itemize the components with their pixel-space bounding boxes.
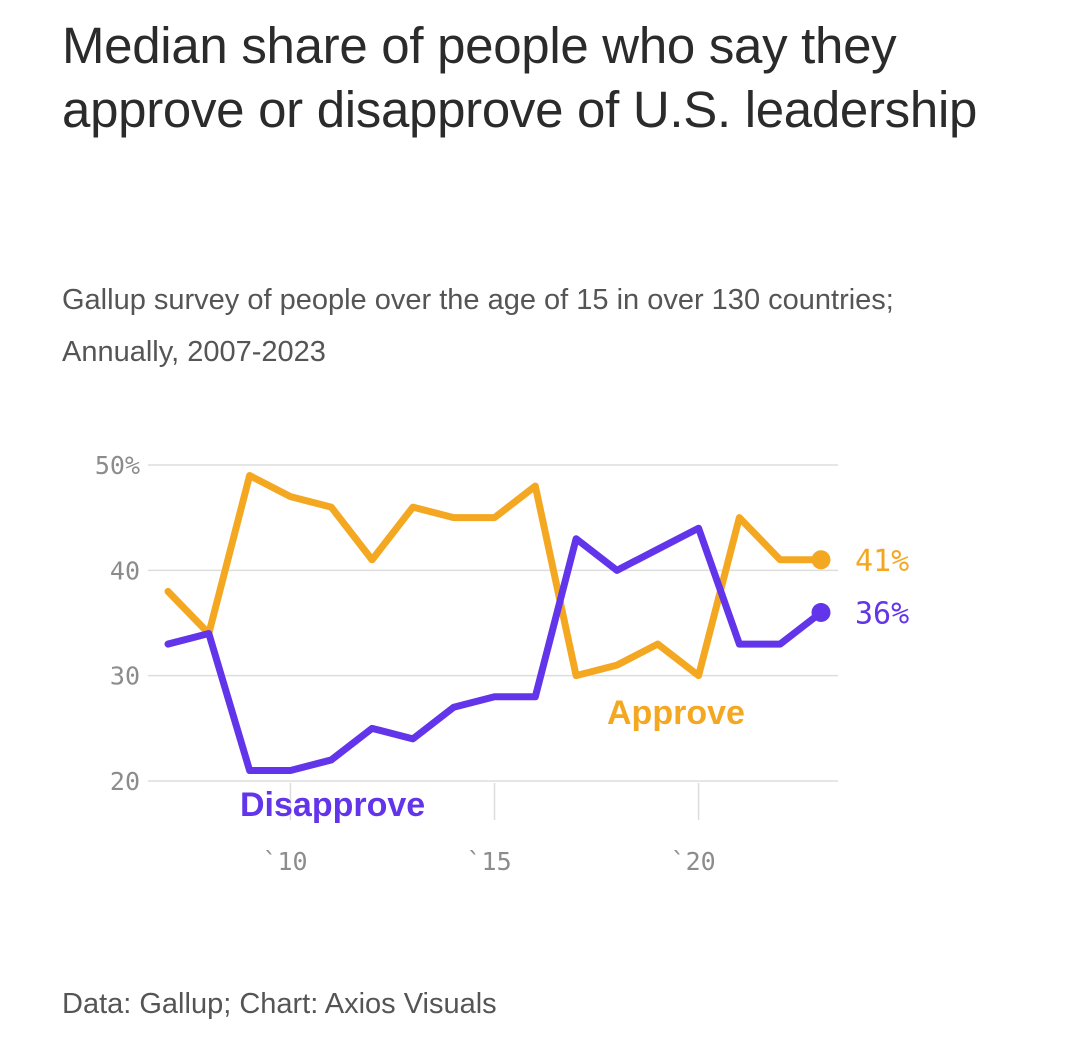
disapprove-end-point — [811, 602, 831, 622]
x-tick-label: `20 — [671, 847, 716, 876]
y-tick-label: 30 — [110, 662, 140, 691]
data-labels: 41% 36% Approve Disapprove — [240, 544, 909, 824]
approve-line — [164, 472, 825, 680]
source-note: Data: Gallup; Chart: Axios Visuals — [62, 988, 497, 1020]
chart-subtitle: Gallup survey of people over the age of … — [62, 284, 894, 368]
approve-end-value-label: 41% — [855, 544, 909, 579]
disapprove-end-value-label: 36% — [855, 596, 909, 631]
approve-series-label: Approve — [607, 694, 745, 732]
chart-title: Median share of people who say they appr… — [62, 17, 978, 138]
y-tick-label: 50% — [95, 451, 140, 480]
line-chart: 50% 40 30 20 `10 `15 `20 41% 36% Approve Disappro… — [95, 451, 909, 876]
y-tick-label: 40 — [110, 556, 140, 585]
x-tick-label: `15 — [467, 847, 512, 876]
disapprove-series-label: Disapprove — [240, 786, 425, 824]
series-lines — [164, 472, 831, 774]
axis-labels: 50% 40 30 20 `10 `15 `20 — [95, 451, 716, 876]
y-tick-label: 20 — [110, 767, 140, 796]
approve-end-point — [811, 550, 831, 570]
disapprove-line — [164, 524, 825, 774]
x-tick-label: `10 — [262, 847, 307, 876]
